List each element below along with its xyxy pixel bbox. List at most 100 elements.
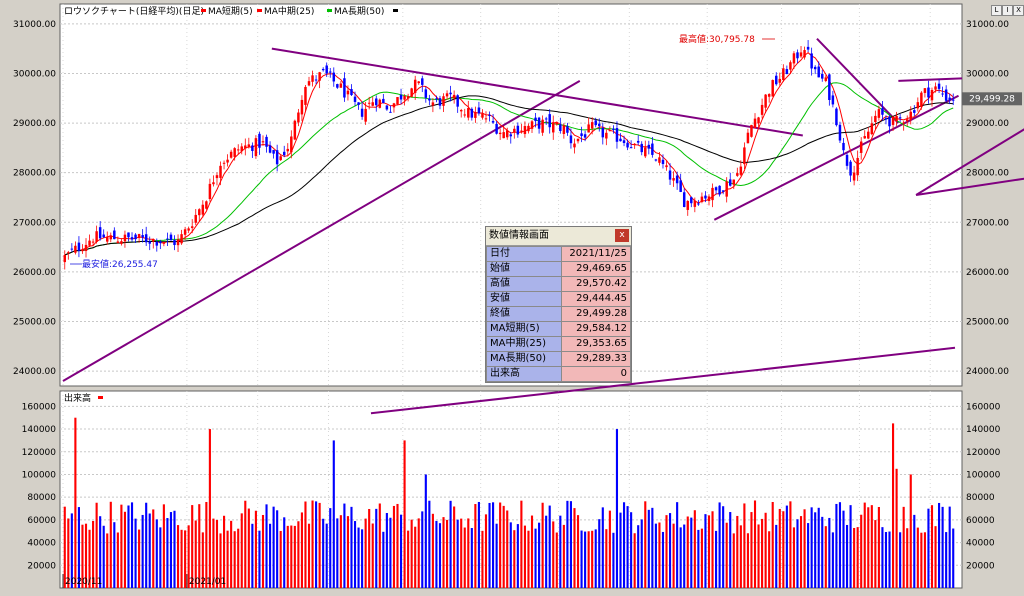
- candle-body: [520, 131, 522, 132]
- volume-bar: [287, 526, 289, 588]
- volume-bar: [230, 521, 232, 588]
- candle-body: [648, 145, 650, 149]
- window-button-i[interactable]: I: [1002, 5, 1013, 16]
- volume-bar: [450, 501, 452, 588]
- candle-body: [134, 235, 136, 240]
- candle-body: [892, 117, 894, 125]
- candle-body: [92, 242, 94, 243]
- volume-bar: [945, 532, 947, 588]
- candle-body: [828, 74, 830, 100]
- value-row: 高値 29,570.42: [487, 277, 631, 292]
- candle-body: [669, 171, 671, 180]
- candle-body: [209, 184, 211, 199]
- candle-body: [113, 231, 115, 240]
- candle-body: [67, 252, 69, 253]
- volume-bar: [106, 533, 108, 588]
- candle-body: [878, 109, 880, 118]
- volume-bar: [467, 518, 469, 588]
- candle-body: [156, 242, 158, 246]
- volume-bar: [665, 515, 667, 588]
- value-row: 終値 29,499.28: [487, 307, 631, 322]
- volume-bar: [676, 502, 678, 588]
- price-tick-left: 31000.00: [13, 20, 56, 30]
- candle-body: [651, 144, 653, 155]
- volume-bar: [496, 524, 498, 588]
- volume-tick-right: 80000: [966, 493, 995, 503]
- price-tick-right: 30000.00: [966, 69, 1009, 79]
- volume-tick-left: 100000: [22, 470, 57, 480]
- volume-bar: [627, 506, 629, 588]
- volume-bar: [506, 510, 508, 588]
- volume-bar: [931, 505, 933, 588]
- volume-bar: [595, 529, 597, 588]
- value-row: MA中期(25) 29,353.65: [487, 337, 631, 352]
- volume-bar: [531, 516, 533, 588]
- volume-bar: [166, 518, 168, 588]
- candle-body: [453, 95, 455, 98]
- volume-bar: [729, 512, 731, 588]
- volume-bar: [534, 529, 536, 588]
- candle-body: [633, 144, 635, 145]
- volume-bar: [839, 502, 841, 588]
- candle-body: [786, 69, 788, 74]
- candle-body: [485, 118, 487, 119]
- volume-bar: [573, 508, 575, 588]
- volume-bar: [411, 520, 413, 588]
- volume-bar: [549, 506, 551, 588]
- dialog-titlebar[interactable]: 数値情報画面 x: [486, 227, 631, 246]
- volume-bar: [336, 518, 338, 588]
- volume-bar: [244, 501, 246, 588]
- close-icon[interactable]: x: [615, 229, 629, 242]
- volume-tick-left: 120000: [22, 448, 57, 458]
- volume-bar: [892, 423, 894, 588]
- candle-body: [333, 73, 335, 82]
- volume-bar: [110, 502, 112, 588]
- candle-body: [435, 98, 437, 99]
- candle-body: [379, 100, 381, 108]
- candle-body: [81, 250, 83, 252]
- candle-body: [534, 118, 536, 121]
- candle-body: [910, 112, 912, 120]
- volume-bar: [304, 502, 306, 588]
- value-row: 出来高 0: [487, 367, 631, 382]
- candle-body: [906, 119, 908, 121]
- candle-body: [95, 231, 97, 242]
- window-button-x[interactable]: X: [1013, 5, 1024, 16]
- candle-body: [269, 145, 271, 152]
- legend-marker-end: [393, 9, 398, 12]
- candle-body: [407, 96, 409, 98]
- candle-body: [308, 81, 310, 85]
- volume-bar: [690, 518, 692, 588]
- volume-bar: [910, 474, 912, 588]
- candle-body: [605, 133, 607, 139]
- volume-bar: [835, 504, 837, 588]
- candle-body: [393, 103, 395, 107]
- volume-tick-right: 140000: [966, 425, 1001, 435]
- candle-body: [849, 162, 851, 176]
- volume-bar: [404, 440, 406, 588]
- candle-body: [793, 53, 795, 63]
- volume-bar: [743, 503, 745, 588]
- candle-body: [212, 182, 214, 184]
- volume-bar: [400, 515, 402, 588]
- volume-bar: [938, 503, 940, 588]
- volume-tick-right: 40000: [966, 539, 995, 549]
- candle-body: [117, 241, 119, 243]
- volume-bar: [949, 507, 951, 588]
- value-row: 安値 29,444.45: [487, 292, 631, 307]
- volume-bar: [297, 521, 299, 588]
- candle-body: [708, 196, 710, 201]
- volume-tick-left: 40000: [27, 539, 56, 549]
- window-button-l[interactable]: L: [991, 5, 1002, 16]
- candle-body: [71, 249, 73, 250]
- value-info-dialog[interactable]: 数値情報画面 x 日付 2021/11/25 始値 29,469.65 高値 29,570…: [485, 226, 632, 383]
- price-tick-left: 28000.00: [13, 169, 56, 179]
- candle-body: [846, 155, 848, 166]
- candle-body: [241, 146, 243, 151]
- value-row-value: 29,499.28: [562, 307, 631, 322]
- candle-body: [832, 95, 834, 104]
- candle-body: [464, 114, 466, 115]
- candle-body: [881, 108, 883, 115]
- candle-body: [941, 94, 943, 95]
- volume-bar: [842, 511, 844, 588]
